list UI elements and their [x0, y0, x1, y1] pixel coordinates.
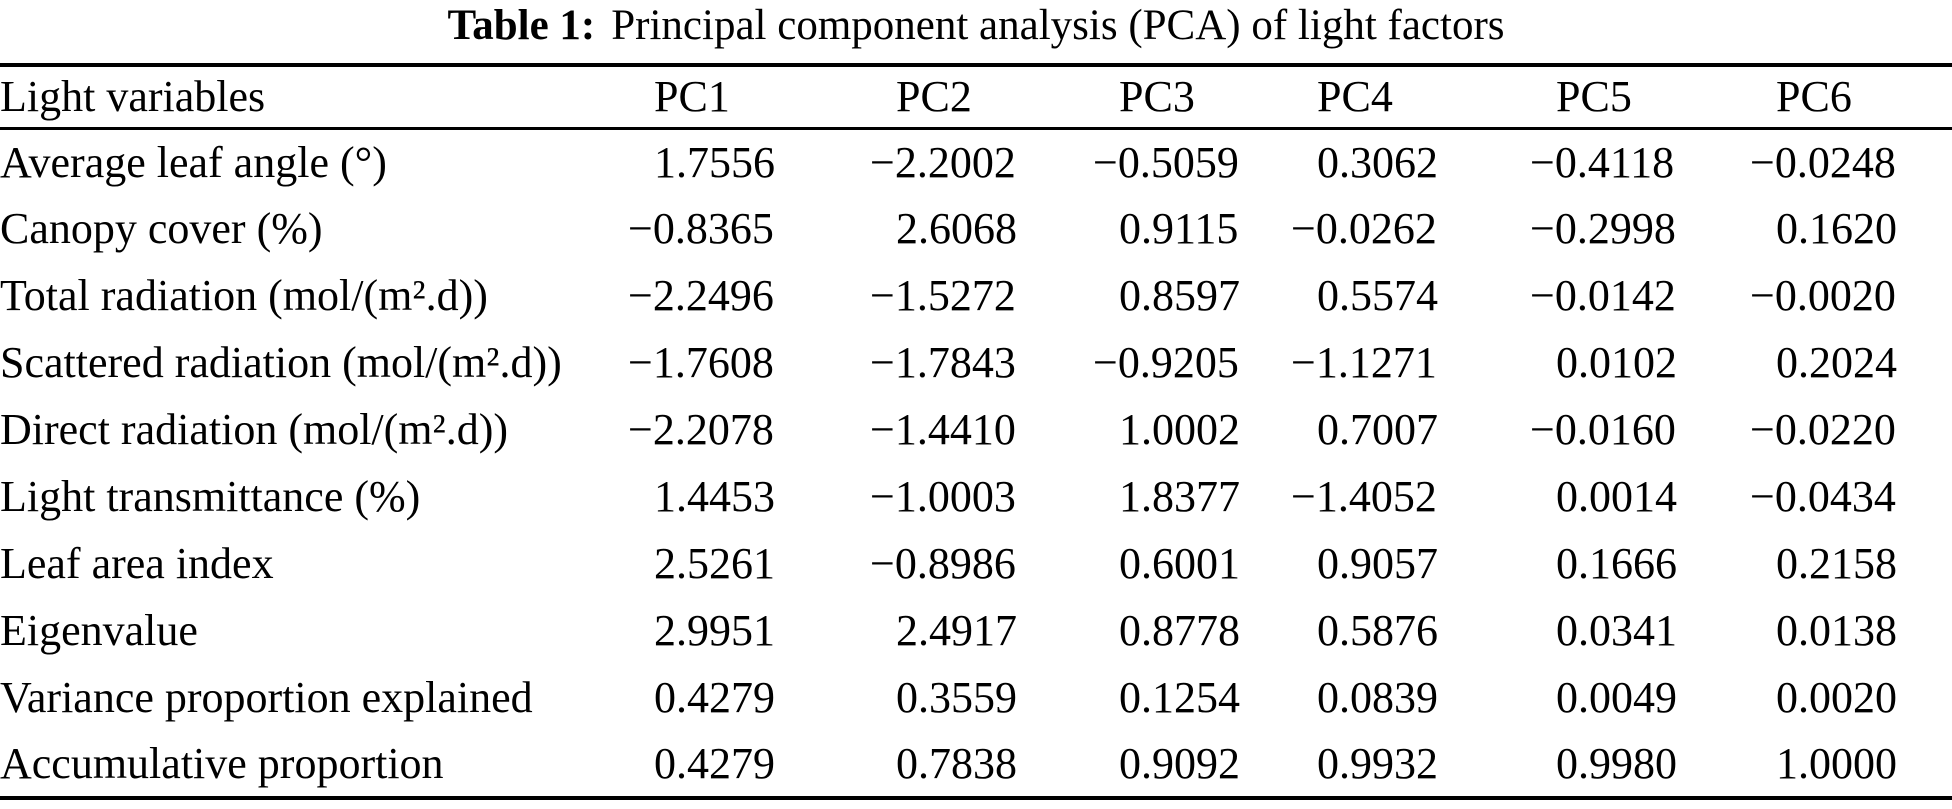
value-cell: 0.0839	[1317, 673, 1438, 722]
value-cell: 0.5574	[1317, 271, 1438, 320]
value-cell: 0.0341	[1556, 606, 1677, 655]
value-cell: −0.0248	[1750, 137, 1896, 187]
row-label: Total radiation (mol/(m².d))	[0, 271, 488, 320]
value-cell: −2.2002	[870, 137, 1016, 187]
value-cell: 0.0014	[1556, 472, 1677, 521]
value-cell: −0.5059	[1093, 137, 1239, 187]
value-cell: 0.9057	[1317, 539, 1438, 588]
value-cell: −0.0160	[1530, 405, 1676, 454]
table-row: Average leaf angle (°) 1.7556 −2.2002 −0…	[0, 128, 1952, 195]
value-cell: 0.3559	[896, 673, 1017, 722]
value-cell: 0.3062	[1317, 137, 1438, 187]
col-header-pc2: PC2	[896, 72, 972, 122]
value-cell: 0.9980	[1556, 739, 1677, 788]
value-cell: 0.1620	[1776, 204, 1897, 253]
table-caption: Table 1: Principal component analysis (PC…	[0, 1, 1952, 51]
value-cell: −0.0142	[1530, 271, 1676, 320]
value-cell: 0.6001	[1119, 539, 1240, 588]
value-cell: 0.8778	[1119, 606, 1240, 655]
value-cell: 0.8597	[1119, 271, 1240, 320]
value-cell: 0.7838	[896, 739, 1017, 788]
table-row: Variance proportion explained 0.4279 0.3…	[0, 664, 1952, 731]
value-cell: −0.0434	[1750, 472, 1896, 521]
value-cell: 0.9115	[1119, 204, 1239, 253]
value-cell: −0.4118	[1530, 137, 1675, 187]
table-row: Light transmittance (%) 1.4453 −1.0003 1…	[0, 463, 1952, 530]
table-row: Accumulative proportion 0.4279 0.7838 0.…	[0, 731, 1952, 798]
value-cell: −2.2078	[628, 405, 774, 454]
row-label: Light transmittance (%)	[0, 472, 421, 521]
value-cell: −1.7608	[628, 338, 774, 387]
value-cell: −0.8365	[628, 204, 774, 253]
row-label: Eigenvalue	[0, 606, 198, 655]
table-caption-text: Principal component analysis (PCA) of li…	[611, 2, 1505, 49]
table-caption-label: Table 1:	[447, 2, 596, 49]
row-label: Direct radiation (mol/(m².d))	[0, 405, 509, 454]
value-cell: 0.1254	[1119, 673, 1240, 722]
table-row: Direct radiation (mol/(m².d)) −2.2078 −1…	[0, 396, 1952, 463]
value-cell: −1.5272	[870, 271, 1016, 320]
value-cell: 0.0138	[1776, 606, 1897, 655]
col-header-pc1: PC1	[654, 72, 730, 122]
col-header-pc6: PC6	[1776, 72, 1852, 122]
col-header-pc5: PC5	[1556, 72, 1632, 122]
value-cell: −0.0220	[1750, 405, 1896, 454]
value-cell: −0.2998	[1530, 204, 1676, 253]
value-cell: 2.6068	[896, 204, 1017, 253]
value-cell: 0.0049	[1556, 673, 1677, 722]
col-header-pc4: PC4	[1317, 72, 1393, 122]
value-cell: 2.4917	[896, 606, 1017, 655]
row-label: Leaf area index	[0, 539, 274, 588]
table-row: Total radiation (mol/(m².d)) −2.2496 −1.…	[0, 262, 1952, 329]
value-cell: −0.0262	[1291, 204, 1437, 253]
col-header-pc3: PC3	[1119, 72, 1195, 122]
value-cell: 0.4279	[654, 673, 775, 722]
value-cell: 0.2158	[1776, 539, 1897, 588]
value-cell: 1.0002	[1119, 405, 1240, 454]
value-cell: −1.7843	[870, 338, 1016, 387]
value-cell: 0.1666	[1556, 539, 1677, 588]
row-label: Scattered radiation (mol/(m².d))	[0, 338, 562, 387]
value-cell: −0.0020	[1750, 271, 1896, 320]
table-row: Leaf area index 2.5261 −0.8986 0.6001 0.…	[0, 530, 1952, 597]
value-cell: 0.0020	[1776, 673, 1897, 722]
value-cell: 1.4453	[654, 472, 775, 521]
value-cell: −1.0003	[870, 472, 1016, 521]
value-cell: −1.4052	[1291, 472, 1437, 521]
value-cell: 0.0102	[1556, 338, 1677, 387]
table-row: Scattered radiation (mol/(m².d)) −1.7608…	[0, 329, 1952, 396]
value-cell: −0.8986	[870, 539, 1016, 588]
value-cell: −1.1271	[1291, 338, 1437, 387]
value-cell: 0.7007	[1317, 405, 1438, 454]
row-label: Accumulative proportion	[0, 739, 444, 788]
value-cell: 0.9092	[1119, 739, 1240, 788]
header-row: Light variables PC1 PC2 PC3 PC4 PC5 PC6	[0, 65, 1952, 128]
row-label: Canopy cover (%)	[0, 204, 323, 253]
col-header-light-variables: Light variables	[0, 72, 266, 122]
value-cell: 0.4279	[654, 739, 775, 788]
value-cell: 1.8377	[1119, 472, 1240, 521]
value-cell: −2.2496	[628, 271, 774, 320]
row-label: Variance proportion explained	[0, 673, 533, 722]
table-row: Eigenvalue 2.9951 2.4917 0.8778 0.5876 0…	[0, 597, 1952, 664]
value-cell: −0.9205	[1093, 338, 1239, 387]
table-row: Canopy cover (%) −0.8365 2.6068 0.9115 −…	[0, 195, 1952, 262]
pca-table: Light variables PC1 PC2 PC3 PC4 PC5 PC6 …	[0, 63, 1952, 800]
row-label: Average leaf angle (°)	[0, 137, 387, 187]
value-cell: 0.5876	[1317, 606, 1438, 655]
value-cell: 0.2024	[1776, 338, 1897, 387]
value-cell: 2.5261	[654, 539, 775, 588]
value-cell: 0.9932	[1317, 739, 1438, 788]
value-cell: 1.0000	[1776, 739, 1897, 788]
value-cell: 1.7556	[654, 137, 775, 187]
value-cell: −1.4410	[870, 405, 1016, 454]
value-cell: 2.9951	[654, 606, 775, 655]
